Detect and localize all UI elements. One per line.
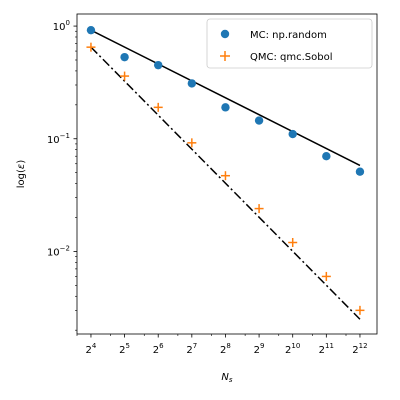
plot-frame (76, 13, 378, 335)
mc-point (288, 129, 297, 139)
legend-label-qmc: QMC: qmc.Sobol (250, 52, 333, 63)
y-tick-label: 10−2 (47, 244, 70, 258)
legend-frame (206, 18, 373, 69)
qmc-point (254, 204, 264, 214)
x-tick-label: 212 (352, 342, 367, 356)
mc-point (254, 116, 264, 125)
x-tick-label: 27 (186, 342, 197, 356)
qmc-point (120, 71, 130, 81)
legend-marker-mc (220, 29, 230, 39)
mc-point (86, 25, 96, 35)
qmc-point (187, 138, 197, 148)
mc-point (154, 60, 163, 70)
x-tick-label: 26 (153, 342, 164, 356)
x-axis-ticks: 24 25 26 27 28 29 210 211 212 (76, 334, 368, 356)
x-tick-label: 24 (86, 342, 97, 356)
x-tick-label: 211 (319, 342, 334, 356)
fit-line-2 (90, 46, 361, 320)
qmc-point (153, 102, 163, 112)
qmc-point (355, 305, 365, 315)
mc-point (187, 79, 197, 88)
data-points (86, 25, 365, 315)
legend: MC: np.random QMC: qmc.Sobol (206, 18, 373, 69)
x-tick-label: 210 (285, 342, 300, 356)
legend-label-mc: MC: np.random (250, 30, 327, 41)
fit-line-1 (90, 29, 361, 167)
qmc-point (288, 238, 298, 248)
qmc-point (321, 271, 331, 281)
legend-marker-qmc (220, 51, 230, 61)
x-tick-label: 29 (254, 342, 265, 356)
x-axis-label: Ns (221, 372, 232, 384)
y-axis-label: log(ε) (16, 160, 27, 189)
mc-point (322, 152, 331, 161)
fit-lines (90, 29, 361, 320)
qmc-point (220, 171, 230, 181)
mc-point (355, 167, 365, 176)
qmc-point (86, 42, 96, 52)
y-tick-label: 100 (53, 19, 70, 33)
x-tick-label: 28 (220, 342, 231, 356)
y-axis-ticks: 100 10−1 10−2 (47, 19, 77, 331)
mc-point (120, 52, 129, 62)
mc-point (221, 103, 230, 112)
y-tick-label: 10−1 (47, 132, 70, 146)
x-tick-label: 25 (119, 342, 130, 356)
